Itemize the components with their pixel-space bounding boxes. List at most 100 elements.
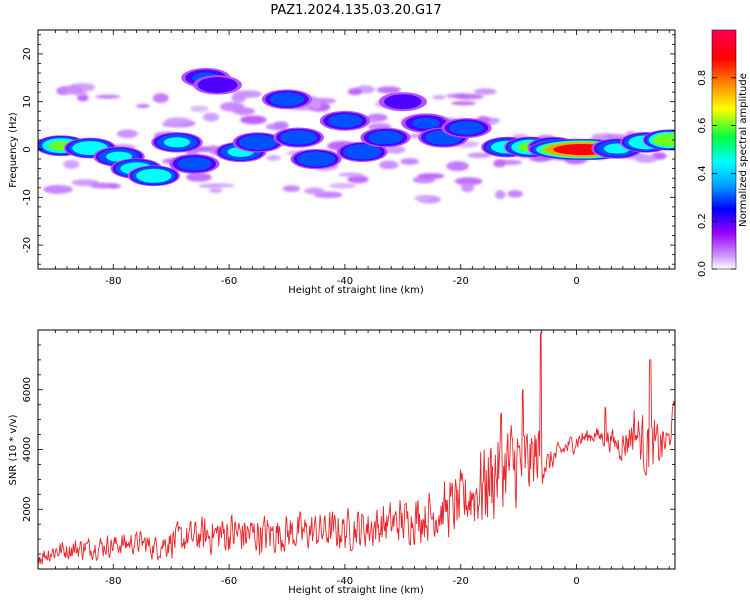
heatmap-cell	[303, 187, 325, 195]
colorbar-gradient	[711, 29, 737, 270]
heatmap-cell	[329, 182, 356, 189]
heatmap-cell	[116, 129, 138, 139]
y-tick-label: 6000	[22, 377, 33, 402]
heatmap-cell	[495, 190, 506, 200]
heatmap-blob	[327, 114, 363, 128]
snr-x-label: Height of straight line (km)	[288, 585, 424, 596]
heatmap-cell	[347, 175, 369, 184]
heatmap-cell	[190, 105, 209, 113]
heatmap-cell	[432, 95, 446, 100]
heatmap-cell	[231, 93, 246, 103]
heatmap-blob	[136, 168, 172, 183]
heatmap-cell	[185, 172, 212, 182]
snr-y-label: SNR (10 * v/v)	[8, 414, 19, 485]
heatmap-cell	[164, 117, 191, 126]
heatmap-cell	[273, 121, 289, 130]
heatmap-blob	[269, 92, 305, 107]
heatmap-panel: -80 -60 -40 -20 0 -20 -10 0 10 20 Height of stra…	[8, 29, 676, 296]
heatmap-cell	[77, 94, 89, 102]
x-tick-label: -40	[337, 276, 353, 287]
colorbar: 0.0 0.2 0.4 0.6 0.8 Normalized spectral ampl…	[697, 29, 749, 277]
y-tick-label: 10	[22, 95, 33, 108]
heatmap-cell	[266, 154, 282, 161]
heatmap-cell	[347, 88, 362, 96]
heatmap-cell	[454, 177, 483, 186]
heatmap-cell	[400, 158, 419, 165]
x-tick-label: 0	[573, 276, 579, 287]
heatmap-blob	[652, 133, 675, 147]
heatmap-cell	[455, 93, 484, 100]
heatmap-cell	[467, 152, 492, 159]
heatmap-cell	[385, 145, 406, 154]
heatmap-blob	[105, 151, 133, 162]
colorbar-tick-label: 0.4	[697, 165, 708, 181]
colorbar-tick-label: 0.0	[697, 261, 708, 277]
heatmap-blob	[343, 144, 382, 160]
y-tick-label: -20	[22, 237, 33, 253]
heatmap-cell	[451, 101, 477, 106]
snr-x-ticks: -80 -60 -40 -20 0	[54, 330, 670, 587]
figure-title: PAZ1.2024.135.03.20.G17	[270, 3, 441, 18]
heatmap-cell	[309, 99, 322, 110]
snr-panel: -80 -60 -40 -20 0 2000 4000 6000 Height of str…	[8, 329, 676, 596]
heatmap-blob	[412, 117, 440, 129]
heatmap-cell	[202, 112, 220, 122]
y-tick-label: -10	[22, 189, 33, 205]
y-tick-label: 2000	[22, 497, 33, 522]
heatmap-y-label: Frequency (Hz)	[8, 112, 19, 188]
heatmap-cell	[379, 160, 399, 170]
heatmap-cell	[493, 159, 506, 168]
snr-plot-area	[38, 330, 675, 569]
snr-y-ticks: 2000 4000 6000	[22, 329, 675, 570]
heatmap-cell	[136, 103, 150, 108]
heatmap-y-ticks: -20 -10 0 10 20	[22, 34, 675, 265]
heatmap-cell	[59, 85, 84, 95]
x-tick-label: -40	[337, 576, 353, 587]
heatmap-cell	[414, 195, 432, 202]
heatmap-cell	[473, 88, 497, 95]
heatmap-blob	[449, 121, 484, 135]
colorbar-tick-label: 0.6	[697, 118, 708, 134]
heatmap-blob	[384, 94, 422, 110]
heatmap-cell	[43, 184, 73, 194]
y-tick-label: 20	[22, 48, 33, 61]
heatmap-cell	[152, 93, 169, 103]
heatmap-cell	[209, 183, 235, 188]
colorbar-ticks: 0.0 0.2 0.4 0.6 0.8	[697, 70, 736, 277]
heatmap-blob	[163, 137, 191, 148]
heatmap-blob	[238, 134, 278, 150]
heatmap-x-ticks: -80 -60 -40 -20 0	[54, 30, 670, 287]
x-tick-label: -60	[221, 576, 237, 587]
heatmap-blob	[368, 130, 403, 145]
x-tick-label: -80	[105, 576, 121, 587]
heatmap-cell	[282, 185, 301, 193]
heatmap-blob	[197, 77, 238, 93]
heatmap-cell	[240, 115, 267, 125]
heatmap-cell	[338, 172, 364, 177]
y-tick-label: 4000	[22, 437, 33, 462]
heatmap-cell	[460, 182, 475, 193]
snr-series-line	[38, 332, 675, 566]
heatmap-cell	[446, 161, 469, 172]
x-tick-label: -80	[105, 276, 121, 287]
heatmap-blob	[280, 130, 318, 145]
heatmap-blob	[177, 157, 212, 171]
x-tick-label: -20	[453, 276, 469, 287]
colorbar-tick-label: 0.2	[697, 213, 708, 229]
heatmap-cell	[376, 86, 401, 94]
heatmap-cell	[95, 94, 121, 99]
colorbar-tick-label: 0.8	[697, 70, 708, 86]
heatmap-blob	[296, 151, 336, 167]
heatmap-cell	[63, 159, 80, 169]
heatmap-x-label: Height of straight line (km)	[288, 285, 424, 296]
x-tick-label: -60	[221, 276, 237, 287]
heatmap-cell	[507, 190, 523, 198]
heatmap-cell	[417, 173, 445, 179]
heatmap-cell	[219, 101, 245, 112]
heatmap-cell	[208, 188, 223, 193]
colorbar-label: Normalized spectral amplitude	[738, 73, 749, 227]
y-tick-label: 0	[22, 146, 33, 152]
x-tick-label: -20	[453, 576, 469, 587]
heatmap-blobs	[38, 68, 675, 204]
